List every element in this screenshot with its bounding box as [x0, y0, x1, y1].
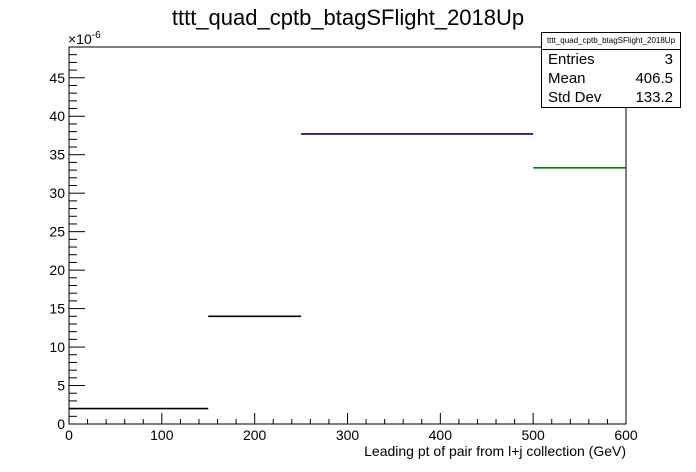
- y-tick-label: 5: [57, 378, 65, 394]
- plot-area: 0 100 200 300 400 500 600 0 5 10 15 20 25 30 35 40 45: [49, 46, 638, 443]
- stats-label: Mean: [548, 70, 586, 87]
- stats-row-mean: Mean 406.5: [542, 69, 680, 88]
- y-tick-label: 20: [49, 262, 65, 278]
- stats-row-entries: Entries 3: [542, 50, 680, 69]
- y-tick-label: 15: [49, 301, 65, 317]
- x-tick-label: 0: [65, 427, 73, 443]
- x-tick-label: 500: [521, 427, 545, 443]
- chart-title: tttt_quad_cptb_btagSFlight_2018Up: [172, 5, 524, 30]
- stats-label: Std Dev: [548, 89, 602, 106]
- x-tick-label: 300: [336, 427, 360, 443]
- x-tick-label: 100: [150, 427, 174, 443]
- stats-row-stddev: Std Dev 133.2: [542, 88, 680, 107]
- x-tick-label: 400: [429, 427, 453, 443]
- y-tick-label: 25: [49, 224, 65, 240]
- stats-box-title: tttt_quad_cptb_btagSFlight_2018Up: [542, 33, 680, 50]
- x-tick-label: 200: [243, 427, 267, 443]
- y-tick-label: 45: [49, 70, 65, 86]
- y-tick-label: 30: [49, 185, 65, 201]
- y-tick-label: 40: [49, 108, 65, 124]
- y-tick-label: 0: [57, 416, 65, 432]
- stats-label: Entries: [548, 51, 595, 68]
- y-exponent-label: ×10-6: [68, 30, 101, 47]
- y-tick-label: 35: [49, 147, 65, 163]
- stats-value: 406.5: [635, 70, 673, 87]
- x-tick-label: 600: [614, 427, 638, 443]
- stats-box: tttt_quad_cptb_btagSFlight_2018Up Entrie…: [541, 32, 681, 108]
- x-axis-label: Leading pt of pair from l+j collection (…: [364, 443, 626, 459]
- y-tick-label: 10: [49, 339, 65, 355]
- stats-value: 133.2: [635, 89, 673, 106]
- stats-value: 3: [664, 51, 673, 68]
